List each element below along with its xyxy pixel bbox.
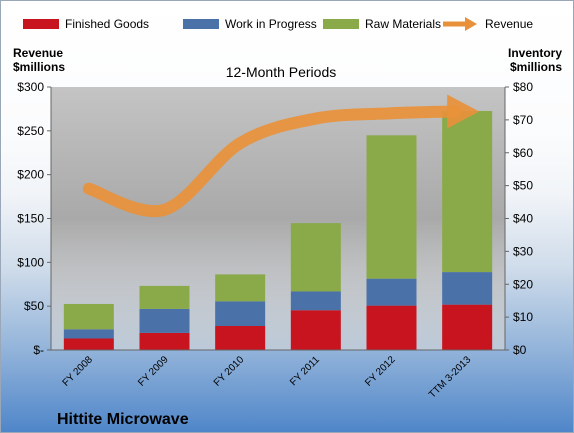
legend: Finished Goods Work in Progress Raw Materi… xyxy=(23,17,533,31)
right-tick-label: $70 xyxy=(513,113,533,127)
left-tick-label: $250 xyxy=(17,124,44,138)
bar-raw-materials-fy-2012 xyxy=(366,135,417,279)
bar-work-in-progress-fy-2011 xyxy=(290,291,341,311)
bar-work-in-progress-fy-2012 xyxy=(366,278,417,306)
bars-group xyxy=(63,110,493,350)
bar-finished-goods-fy-2008 xyxy=(63,338,114,350)
left-axis-title-line2: $millions xyxy=(13,60,65,74)
legend-swatch-finished-goods xyxy=(23,19,59,29)
x-tick-label-fy-2011: FY 2011 xyxy=(288,354,322,388)
right-tick-label: $0 xyxy=(513,343,527,357)
left-tick-label: $100 xyxy=(17,255,44,269)
bar-work-in-progress-fy-2010 xyxy=(215,301,266,327)
bar-work-in-progress-fy-2009 xyxy=(139,308,190,333)
legend-swatch-raw-materials xyxy=(323,19,359,29)
left-tick-label: $300 xyxy=(17,80,44,94)
right-tick-label: $30 xyxy=(513,244,533,258)
revenue-line xyxy=(82,105,462,218)
bar-work-in-progress-ttm-3-2013 xyxy=(442,272,493,305)
x-tick-label-fy-2009: FY 2009 xyxy=(136,354,171,389)
bar-raw-materials-fy-2010 xyxy=(215,274,266,302)
bar-finished-goods-ttm-3-2013 xyxy=(442,304,493,350)
bar-raw-materials-fy-2009 xyxy=(139,285,190,309)
left-axis-title-line1: Revenue xyxy=(13,46,63,60)
legend-label-revenue: Revenue xyxy=(485,17,533,31)
revenue-line-group xyxy=(82,94,480,218)
legend-swatch-work-in-progress xyxy=(183,19,219,29)
x-tick-label-fy-2012: FY 2012 xyxy=(363,354,398,389)
right-tick-label: $20 xyxy=(513,277,533,291)
legend-label-finished-goods: Finished Goods xyxy=(65,17,149,31)
left-tick-label: $200 xyxy=(17,168,44,182)
company-name: Hittite Microwave xyxy=(57,411,189,428)
bar-finished-goods-fy-2009 xyxy=(139,332,190,350)
right-axis-title-line1: Inventory xyxy=(508,46,562,60)
right-tick-label: $40 xyxy=(513,212,533,226)
left-tick-label: $150 xyxy=(17,212,44,226)
right-tick-label: $80 xyxy=(513,80,533,94)
x-tick-label-ttm-3-2013: TTM 3-2013 xyxy=(427,354,474,401)
bar-raw-materials-fy-2011 xyxy=(290,223,341,292)
bar-work-in-progress-fy-2008 xyxy=(63,329,114,339)
bar-raw-materials-ttm-3-2013 xyxy=(442,110,493,273)
right-tick-label: $10 xyxy=(513,310,533,324)
left-tick-label: $50 xyxy=(24,299,44,313)
bar-finished-goods-fy-2011 xyxy=(290,310,341,350)
x-tick-label-fy-2008: FY 2008 xyxy=(61,354,96,389)
x-tick-label-fy-2010: FY 2010 xyxy=(212,354,247,389)
bar-finished-goods-fy-2010 xyxy=(215,326,266,350)
right-axis-title-line2: $millions xyxy=(510,60,562,74)
legend-arrowhead-revenue xyxy=(465,17,477,31)
legend-label-raw-materials: Raw Materials xyxy=(365,17,441,31)
revenue-arrowhead xyxy=(447,94,480,129)
chart-subtitle: 12-Month Periods xyxy=(226,64,337,80)
legend-label-work-in-progress: Work in Progress xyxy=(225,17,317,31)
right-tick-label: $60 xyxy=(513,146,533,160)
bar-raw-materials-fy-2008 xyxy=(63,303,114,330)
right-tick-label: $50 xyxy=(513,179,533,193)
bar-finished-goods-fy-2012 xyxy=(366,305,417,350)
left-tick-label: $- xyxy=(33,343,44,357)
